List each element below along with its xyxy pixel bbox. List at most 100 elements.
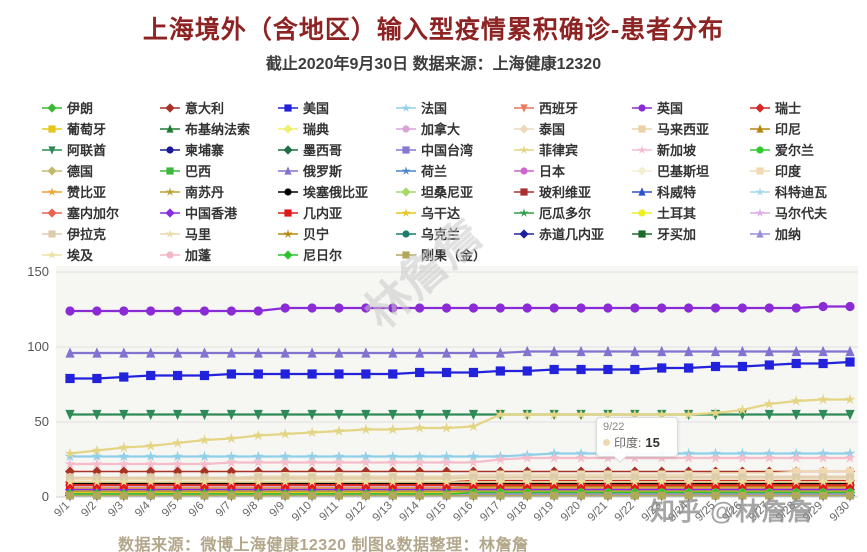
square-marker-icon	[278, 103, 298, 112]
legend-item-label: 南苏丹	[185, 185, 225, 200]
svg-text:9/14: 9/14	[397, 499, 422, 524]
legend-item[interactable]: 印度	[750, 161, 862, 180]
legend-item-label: 坦桑尼亚	[421, 185, 474, 200]
svg-text:9/5: 9/5	[160, 500, 180, 520]
legend-item[interactable]: 西班牙	[514, 98, 632, 117]
legend-item-label: 美国	[303, 101, 330, 116]
legend-item[interactable]: 新加坡	[632, 140, 750, 159]
legend-item[interactable]: 赞比亚	[42, 182, 160, 201]
legend-item[interactable]: 俄罗斯	[278, 161, 396, 180]
legend-item[interactable]: 土耳其	[632, 203, 750, 222]
legend-item-label: 刚果（金）	[421, 248, 487, 263]
diamond-marker-icon	[42, 165, 62, 176]
legend-item-label: 菲律宾	[539, 143, 579, 158]
legend-item[interactable]: 科威特	[632, 182, 750, 201]
legend-item[interactable]: 乌干达	[396, 203, 514, 222]
legend-item[interactable]: 印尼	[750, 119, 862, 138]
svg-text:9/1: 9/1	[52, 500, 72, 520]
legend-item[interactable]: 马里	[160, 224, 278, 243]
legend-item-label: 瑞典	[303, 122, 330, 137]
legend-item-label: 德国	[67, 164, 94, 179]
legend-item-label: 埃塞俄比亚	[303, 185, 369, 200]
legend-item[interactable]: 南苏丹	[160, 182, 278, 201]
legend-item-label: 埃及	[67, 248, 94, 263]
legend-item[interactable]: 几内亚	[278, 203, 396, 222]
diamond-marker-icon	[278, 123, 298, 134]
series-lines	[64, 301, 856, 501]
legend-item[interactable]: 意大利	[160, 98, 278, 117]
diamond-marker-icon	[42, 102, 62, 113]
triangle-marker-icon	[750, 123, 770, 133]
legend-item-label: 阿联酋	[67, 143, 107, 158]
legend-item[interactable]: 厄瓜多尔	[514, 203, 632, 222]
legend-item[interactable]: 牙买加	[632, 224, 750, 243]
legend-item[interactable]: 泰国	[514, 119, 632, 138]
svg-text:9/30: 9/30	[828, 500, 852, 524]
legend-item[interactable]: 巴西	[160, 161, 278, 180]
legend-item[interactable]: 坦桑尼亚	[396, 182, 514, 201]
legend-item[interactable]: 加纳	[750, 224, 862, 243]
legend-item[interactable]: 英国	[632, 98, 750, 117]
legend-item[interactable]: 柬埔寨	[160, 140, 278, 159]
legend-item[interactable]: 玻利维亚	[514, 182, 632, 201]
legend-item[interactable]: 乌克兰	[396, 224, 514, 243]
legend-item[interactable]: 伊朗	[42, 98, 160, 117]
legend-item[interactable]: 法国	[396, 98, 514, 117]
legend-item[interactable]: 布基纳法索	[160, 119, 278, 138]
svg-text:0: 0	[42, 489, 49, 504]
tooltip-date: 9/22	[603, 421, 625, 433]
legend-item-label: 伊朗	[67, 101, 94, 116]
legend-item[interactable]: 美国	[278, 98, 396, 117]
legend-item-label: 布基纳法索	[185, 122, 251, 137]
legend-item[interactable]: 菲律宾	[514, 140, 632, 159]
diamond-marker-icon	[632, 165, 652, 176]
legend-item[interactable]: 瑞典	[278, 119, 396, 138]
legend-item[interactable]: 瑞士	[750, 98, 862, 117]
legend-item-label: 中国香港	[185, 206, 238, 221]
svg-text:9/7: 9/7	[214, 500, 234, 520]
svg-text:9/15: 9/15	[424, 500, 448, 524]
svg-text:9/12: 9/12	[344, 500, 368, 524]
legend-item-label: 土耳其	[657, 206, 697, 221]
diamond-marker-icon	[514, 228, 534, 239]
legend-item[interactable]: 中国香港	[160, 203, 278, 222]
x-axis-ticks	[69, 497, 851, 502]
triangle-marker-icon	[278, 165, 298, 175]
legend-item[interactable]: 尼日尔	[278, 245, 396, 264]
legend-item[interactable]: 日本	[514, 161, 632, 180]
legend-item[interactable]: 塞内加尔	[42, 203, 160, 222]
legend-item[interactable]: 埃及	[42, 245, 160, 264]
legend-item[interactable]: 马来西亚	[632, 119, 750, 138]
legend-item[interactable]: 埃塞俄比亚	[278, 182, 396, 201]
legend-item[interactable]: 刚果（金）	[396, 245, 514, 264]
star-marker-icon	[396, 207, 416, 217]
legend-item[interactable]: 阿联酋	[42, 140, 160, 159]
legend-item[interactable]: 伊拉克	[42, 224, 160, 243]
star-marker-icon	[632, 144, 652, 154]
square-marker-icon	[396, 250, 416, 259]
legend-item[interactable]: 爱尔兰	[750, 140, 862, 159]
star-marker-icon	[750, 186, 770, 196]
legend-item[interactable]: 科特迪瓦	[750, 182, 862, 201]
legend-item-label: 西班牙	[539, 101, 579, 116]
legend-item[interactable]: 赤道几内亚	[514, 224, 632, 243]
legend-item[interactable]: 荷兰	[396, 161, 514, 180]
legend-item[interactable]: 加拿大	[396, 119, 514, 138]
legend-item[interactable]: 马尔代夫	[750, 203, 862, 222]
legend-item[interactable]: 中国台湾	[396, 140, 514, 159]
svg-text:9/24: 9/24	[666, 499, 691, 524]
square-marker-icon	[632, 229, 652, 238]
legend-item-label: 马尔代夫	[775, 206, 828, 221]
circle-marker-icon	[278, 187, 298, 196]
legend-item[interactable]: 贝宁	[278, 224, 396, 243]
legend-item-label: 科威特	[657, 185, 697, 200]
legend-item-label: 巴基斯坦	[657, 164, 710, 179]
square-marker-icon	[278, 208, 298, 217]
legend-item[interactable]: 葡萄牙	[42, 119, 160, 138]
legend-item[interactable]: 加蓬	[160, 245, 278, 264]
legend-item[interactable]: 德国	[42, 161, 160, 180]
legend-item[interactable]: 墨西哥	[278, 140, 396, 159]
legend-item[interactable]: 巴基斯坦	[632, 161, 750, 180]
